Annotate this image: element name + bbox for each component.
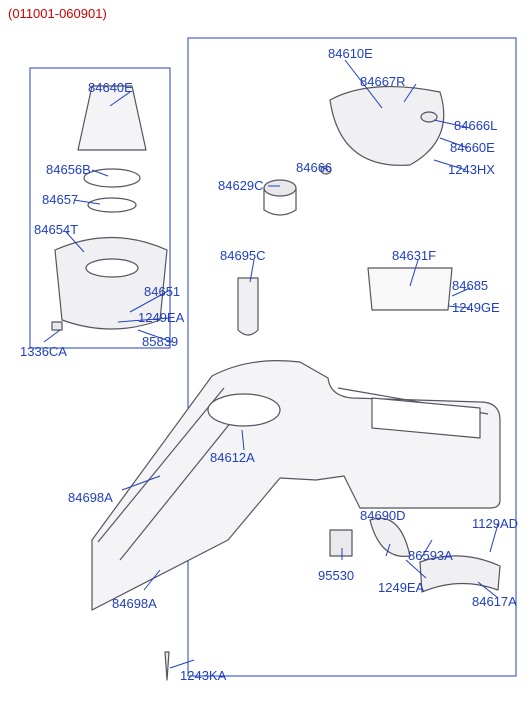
screw-l [165,652,169,680]
part-label-84651[interactable]: 84651 [144,284,180,299]
part-label-84685[interactable]: 84685 [452,278,488,293]
part-label-1243HX[interactable]: 1243HX [448,162,495,177]
diagram-canvas: (011001-060901) 84610E84640E84656B846578… [0,0,532,727]
part-label-84656B[interactable]: 84656B [46,162,91,177]
boot [78,86,146,150]
part-label-84610E[interactable]: 84610E [328,46,373,61]
part-label-84690D[interactable]: 84690D [360,508,406,523]
mat [368,268,452,310]
part-label-1249EA-2[interactable]: 1249EA [378,580,424,595]
clip [52,322,62,330]
leader-line [92,170,108,176]
part-label-84666L[interactable]: 84666L [454,118,497,133]
part-label-84617A[interactable]: 84617A [472,594,517,609]
part-label-86593A[interactable]: 86593A [408,548,453,563]
part-label-84698A[interactable]: 84698A [68,490,113,505]
part-label-95530[interactable]: 95530 [318,568,354,583]
part-label-84667R[interactable]: 84667R [360,74,406,89]
parts-svg [0,0,532,727]
leader-line [44,330,60,342]
ring-outer [84,169,140,187]
part-label-1243KA[interactable]: 1243KA [180,668,226,683]
part-label-84666[interactable]: 84666 [296,160,332,175]
part-label-1249EA[interactable]: 1249EA [138,310,184,325]
shift-well [208,394,280,426]
lid [330,87,444,166]
part-label-84629C[interactable]: 84629C [218,178,264,193]
part-label-84640E[interactable]: 84640E [88,80,133,95]
part-label-84612A[interactable]: 84612A [210,450,255,465]
part-label-84631F[interactable]: 84631F [392,248,436,263]
part-label-1129AD[interactable]: 1129AD [472,516,518,531]
part-label-84660E[interactable]: 84660E [450,140,495,155]
bezel-hole [86,259,138,277]
part-label-1336CA[interactable]: 1336CA [20,344,67,359]
duct [370,518,410,556]
part-label-84698A-2[interactable]: 84698A [112,596,157,611]
leader-line [170,660,194,668]
ring-inner [88,198,136,212]
part-label-84654T[interactable]: 84654T [34,222,78,237]
part-label-1249GE[interactable]: 1249GE [452,300,500,315]
handbrake [238,278,258,335]
part-label-84657[interactable]: 84657 [42,192,78,207]
cup [264,180,296,196]
part-label-84695C[interactable]: 84695C [220,248,266,263]
part-label-85839[interactable]: 85839 [142,334,178,349]
switch [330,530,352,556]
